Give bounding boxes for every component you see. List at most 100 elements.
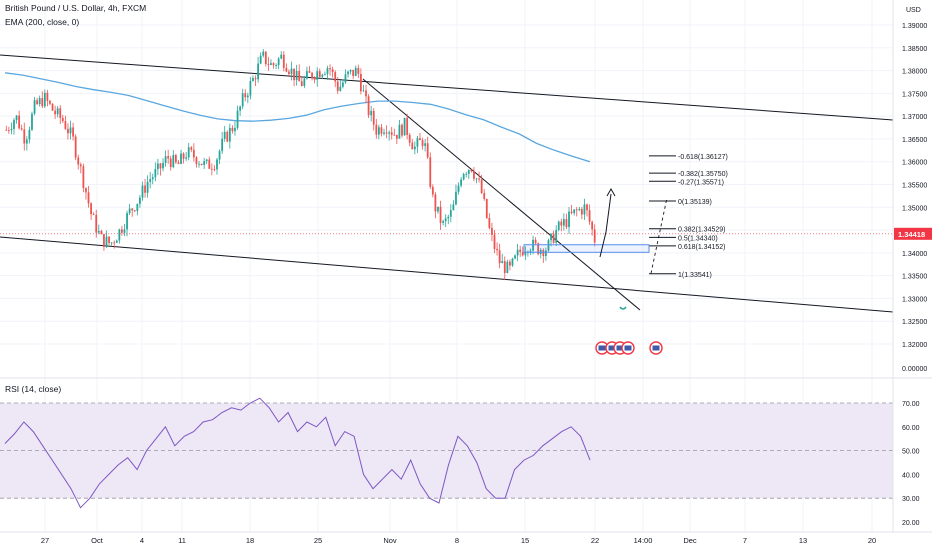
projection-arrow[interactable] [599,193,612,258]
candle-body [162,162,164,169]
currency-label: USD [906,7,921,14]
candle-body [316,71,319,80]
candle-body [87,192,90,204]
flag-icon [598,345,606,351]
candle-body [398,124,401,139]
candle-body [532,239,534,251]
candle-body [121,229,123,233]
support-zone[interactable] [523,244,650,253]
candle-body [473,171,475,179]
candle-body [69,127,72,134]
channel-lines[interactable] [0,54,894,313]
candle-body [110,242,113,244]
flag-icon [616,345,624,351]
ema-line [4,72,591,163]
candle-body [313,78,316,80]
candle-body [491,227,493,235]
candle-body [349,69,352,72]
candle-body [208,159,211,169]
candle-body [164,156,167,163]
candle-body [480,179,483,194]
candle-body [275,65,277,66]
time-tick-label: Dec [683,536,697,545]
candle-body [128,208,131,214]
candle-body [431,186,434,195]
candle-body [516,249,519,256]
candle-body [588,210,591,222]
candle-body [568,211,570,227]
tick-mark-icon [619,306,627,310]
candle-body [496,248,498,251]
candle-body [46,92,49,101]
candle-body [401,124,403,136]
candle-body [300,81,303,86]
symbol-title[interactable]: British Pound / U.S. Dollar, 4h, FXCM [5,3,147,13]
candle-body [570,211,573,214]
candle-body [534,239,537,244]
ema-legend[interactable]: EMA (200, close, 0) [5,17,80,27]
candle-body [146,181,149,193]
candle-body [23,129,26,144]
candle-body [449,210,452,217]
candle-body [578,209,581,211]
candle-body [156,163,159,170]
candle-body [331,69,334,73]
candle-body [59,108,62,118]
candle-body [92,214,95,215]
rsi-tick-label: 50.00 [902,449,920,456]
time-tick-label: 18 [246,536,254,545]
fibonacci-extension[interactable]: -0.618(1.36127) -0.382(1.35750)-0.27(1.35… [523,154,728,279]
candle-body [583,204,586,215]
last-price-badge[interactable] [894,227,932,240]
time-tick-label: 13 [799,536,807,545]
candle-body [200,163,203,166]
candle-body [267,64,270,65]
arrowhead-icon [606,187,616,197]
rsi-legend[interactable]: RSI (14, close) [5,384,62,394]
candle-body [133,210,136,212]
candle-body [25,139,28,144]
fib-level-label: 1(1.33541) [678,272,712,279]
channel-upper-line[interactable] [0,54,894,121]
candle-body [226,131,229,142]
candle-body [288,71,290,74]
candle-body [177,162,180,164]
candles [5,49,596,281]
descending-trendline[interactable] [362,78,641,311]
candle-body [272,63,275,66]
candle-body [277,58,280,66]
time-axis[interactable]: 27 Oct 4 11 18 25 Nov 8 15 22 14:00 Dec 7 13 20 [0,531,932,545]
candle-body [550,233,552,241]
candle-body [444,218,447,222]
channel-lower-line[interactable] [0,236,894,313]
rsi-tick-label: 30.00 [902,496,920,503]
candle-body [521,251,524,256]
candle-body [557,221,560,230]
candle-body [498,250,501,264]
price-axis[interactable]: 1.39000 1.38500 1.38000 1.37500 1.37000 1.365… [892,0,932,532]
candle-body [457,185,460,192]
candle-body [419,138,421,141]
fib-level-label: -0.382(1.35750) [678,171,728,178]
candle-body [239,106,242,111]
price-tick-label: 1.37500 [902,91,927,98]
time-tick-label: 20 [868,536,876,545]
candle-body [213,169,216,170]
time-tick-label: 22 [591,536,599,545]
candle-body [10,128,13,131]
fib-level-label: -0.618(1.36127) [678,154,728,161]
candle-body [362,90,365,92]
candle-body [475,178,478,180]
candle-body [108,236,110,244]
annotations[interactable] [0,187,893,355]
candle-body [555,229,558,243]
candle-body [426,143,429,158]
candle-body [375,124,378,135]
flag-icon [624,345,632,351]
price-tick-label: 1.32000 [902,342,927,349]
candle-body [591,221,594,230]
flag-icon [652,345,660,351]
candle-body [252,78,254,82]
